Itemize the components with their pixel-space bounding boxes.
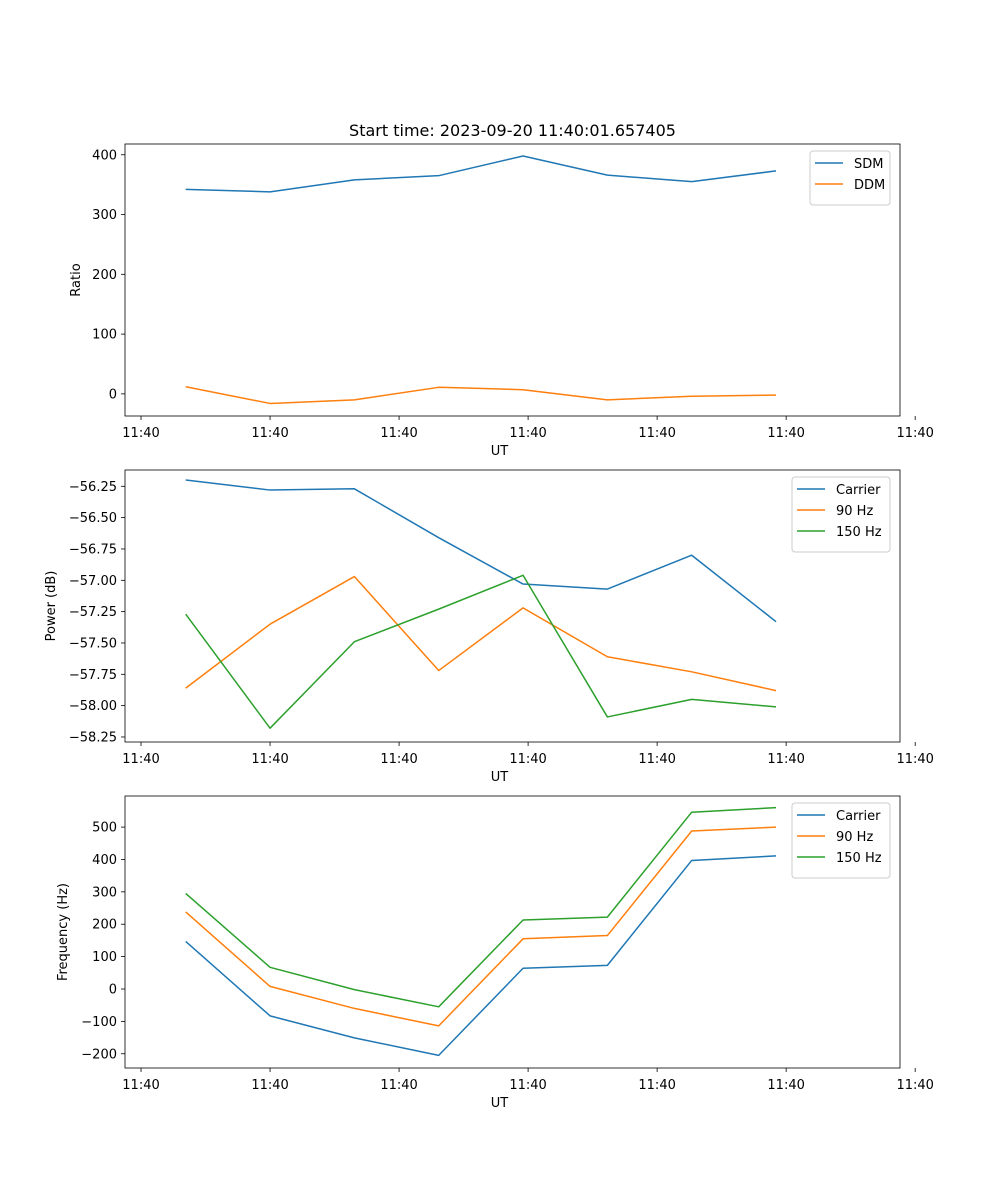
- legend-label: 90 Hz: [836, 504, 873, 519]
- x-tick-label: 11:40: [122, 426, 159, 441]
- legend-label: 150 Hz: [836, 851, 882, 866]
- x-tick-label: 11:40: [896, 426, 933, 441]
- y-tick-label: 100: [92, 328, 117, 343]
- x-tick-label: 11:40: [380, 1078, 417, 1093]
- legend: SDM DDM: [809, 150, 891, 206]
- y-tick-label: 200: [92, 918, 117, 933]
- y-tick-label: −58.00: [69, 699, 117, 714]
- axes-frame: [124, 469, 901, 743]
- x-tick-label: 11:40: [896, 752, 933, 767]
- y-tick-label: −57.00: [69, 574, 117, 589]
- y-tick-label: −57.75: [69, 668, 117, 683]
- y-tick-label: 0: [109, 387, 117, 402]
- x-tick-label: 11:40: [509, 752, 546, 767]
- y-tick-label: 300: [92, 208, 117, 223]
- x-axis-label: UT: [491, 1096, 509, 1111]
- x-tick-label: 11:40: [251, 1078, 288, 1093]
- y-tick-label: −56.50: [69, 511, 117, 526]
- x-axis-label: UT: [491, 444, 509, 459]
- y-tick-label: −56.75: [69, 542, 117, 557]
- y-tick-label: −56.25: [69, 480, 117, 495]
- legend-label: Carrier: [836, 809, 881, 824]
- power-panel: 11:40 11:40 11:40 11:40 11:40 11:40 11:40 −56.2…: [44, 469, 934, 785]
- y-tick-label: 200: [92, 268, 117, 283]
- x-tick-label: 11:40: [767, 752, 804, 767]
- x-tick-label: 11:40: [251, 426, 288, 441]
- y-tick-label: 500: [92, 821, 117, 836]
- legend-label: DDM: [854, 178, 885, 193]
- x-tick-label: 11:40: [638, 752, 675, 767]
- x-tick-label: 11:40: [896, 1078, 933, 1093]
- y-tick-label: −58.25: [69, 730, 117, 745]
- x-tick-label: 11:40: [380, 752, 417, 767]
- y-axis-label: Ratio: [69, 263, 84, 296]
- x-tick-label: 11:40: [638, 1078, 675, 1093]
- y-tick-label: 300: [92, 885, 117, 900]
- x-tick-label: 11:40: [509, 1078, 546, 1093]
- chart-title: Start time: 2023-09-20 11:40:01.657405: [349, 121, 676, 140]
- axes-frame: [124, 143, 901, 417]
- x-tick-label: 11:40: [509, 426, 546, 441]
- y-tick-label: 100: [92, 950, 117, 965]
- y-tick-label: −57.50: [69, 636, 117, 651]
- series-line-90-hz: [185, 826, 777, 1027]
- frequency-panel: 11:40 11:40 11:40 11:40 11:40 11:40 11:40 −200 −…: [56, 795, 934, 1111]
- legend: Carrier 90 Hz 150 Hz: [791, 802, 891, 879]
- legend-label: SDM: [854, 157, 883, 172]
- x-tick-label: 11:40: [122, 752, 159, 767]
- x-axis-label: UT: [491, 770, 509, 785]
- y-tick-label: 400: [92, 853, 117, 868]
- x-tick-label: 11:40: [122, 1078, 159, 1093]
- series-line-carrier: [185, 479, 777, 623]
- x-tick-label: 11:40: [767, 426, 804, 441]
- legend-label: Carrier: [836, 483, 881, 498]
- series-line-150-hz: [185, 574, 777, 729]
- x-tick-label: 11:40: [638, 426, 675, 441]
- series-line-150-hz: [185, 806, 777, 1008]
- legend-label: 90 Hz: [836, 830, 873, 845]
- legend: Carrier 90 Hz 150 Hz: [791, 476, 891, 553]
- y-axis-label: Power (dB): [44, 571, 59, 642]
- series-line-ddm: [185, 385, 777, 405]
- y-tick-label: −57.25: [69, 605, 117, 620]
- series-line-sdm: [185, 155, 777, 193]
- series-line-carrier: [185, 855, 777, 1057]
- y-axis-label: Frequency (Hz): [56, 883, 71, 981]
- y-tick-label: −200: [81, 1047, 117, 1062]
- x-tick-label: 11:40: [251, 752, 288, 767]
- axes-frame: [124, 795, 901, 1069]
- series-line-90-hz: [185, 575, 777, 692]
- x-tick-label: 11:40: [380, 426, 417, 441]
- y-tick-label: 400: [92, 148, 117, 163]
- legend-box: [791, 476, 891, 553]
- y-tick-label: 0: [109, 982, 117, 997]
- legend-box: [809, 150, 891, 206]
- x-tick-label: 11:40: [767, 1078, 804, 1093]
- legend-label: 150 Hz: [836, 525, 882, 540]
- ratio-panel: 11:40 11:40 11:40 11:40 11:40 11:40 11:40 0 100 2…: [69, 143, 934, 459]
- legend-box: [791, 802, 891, 879]
- y-tick-label: −100: [81, 1015, 117, 1030]
